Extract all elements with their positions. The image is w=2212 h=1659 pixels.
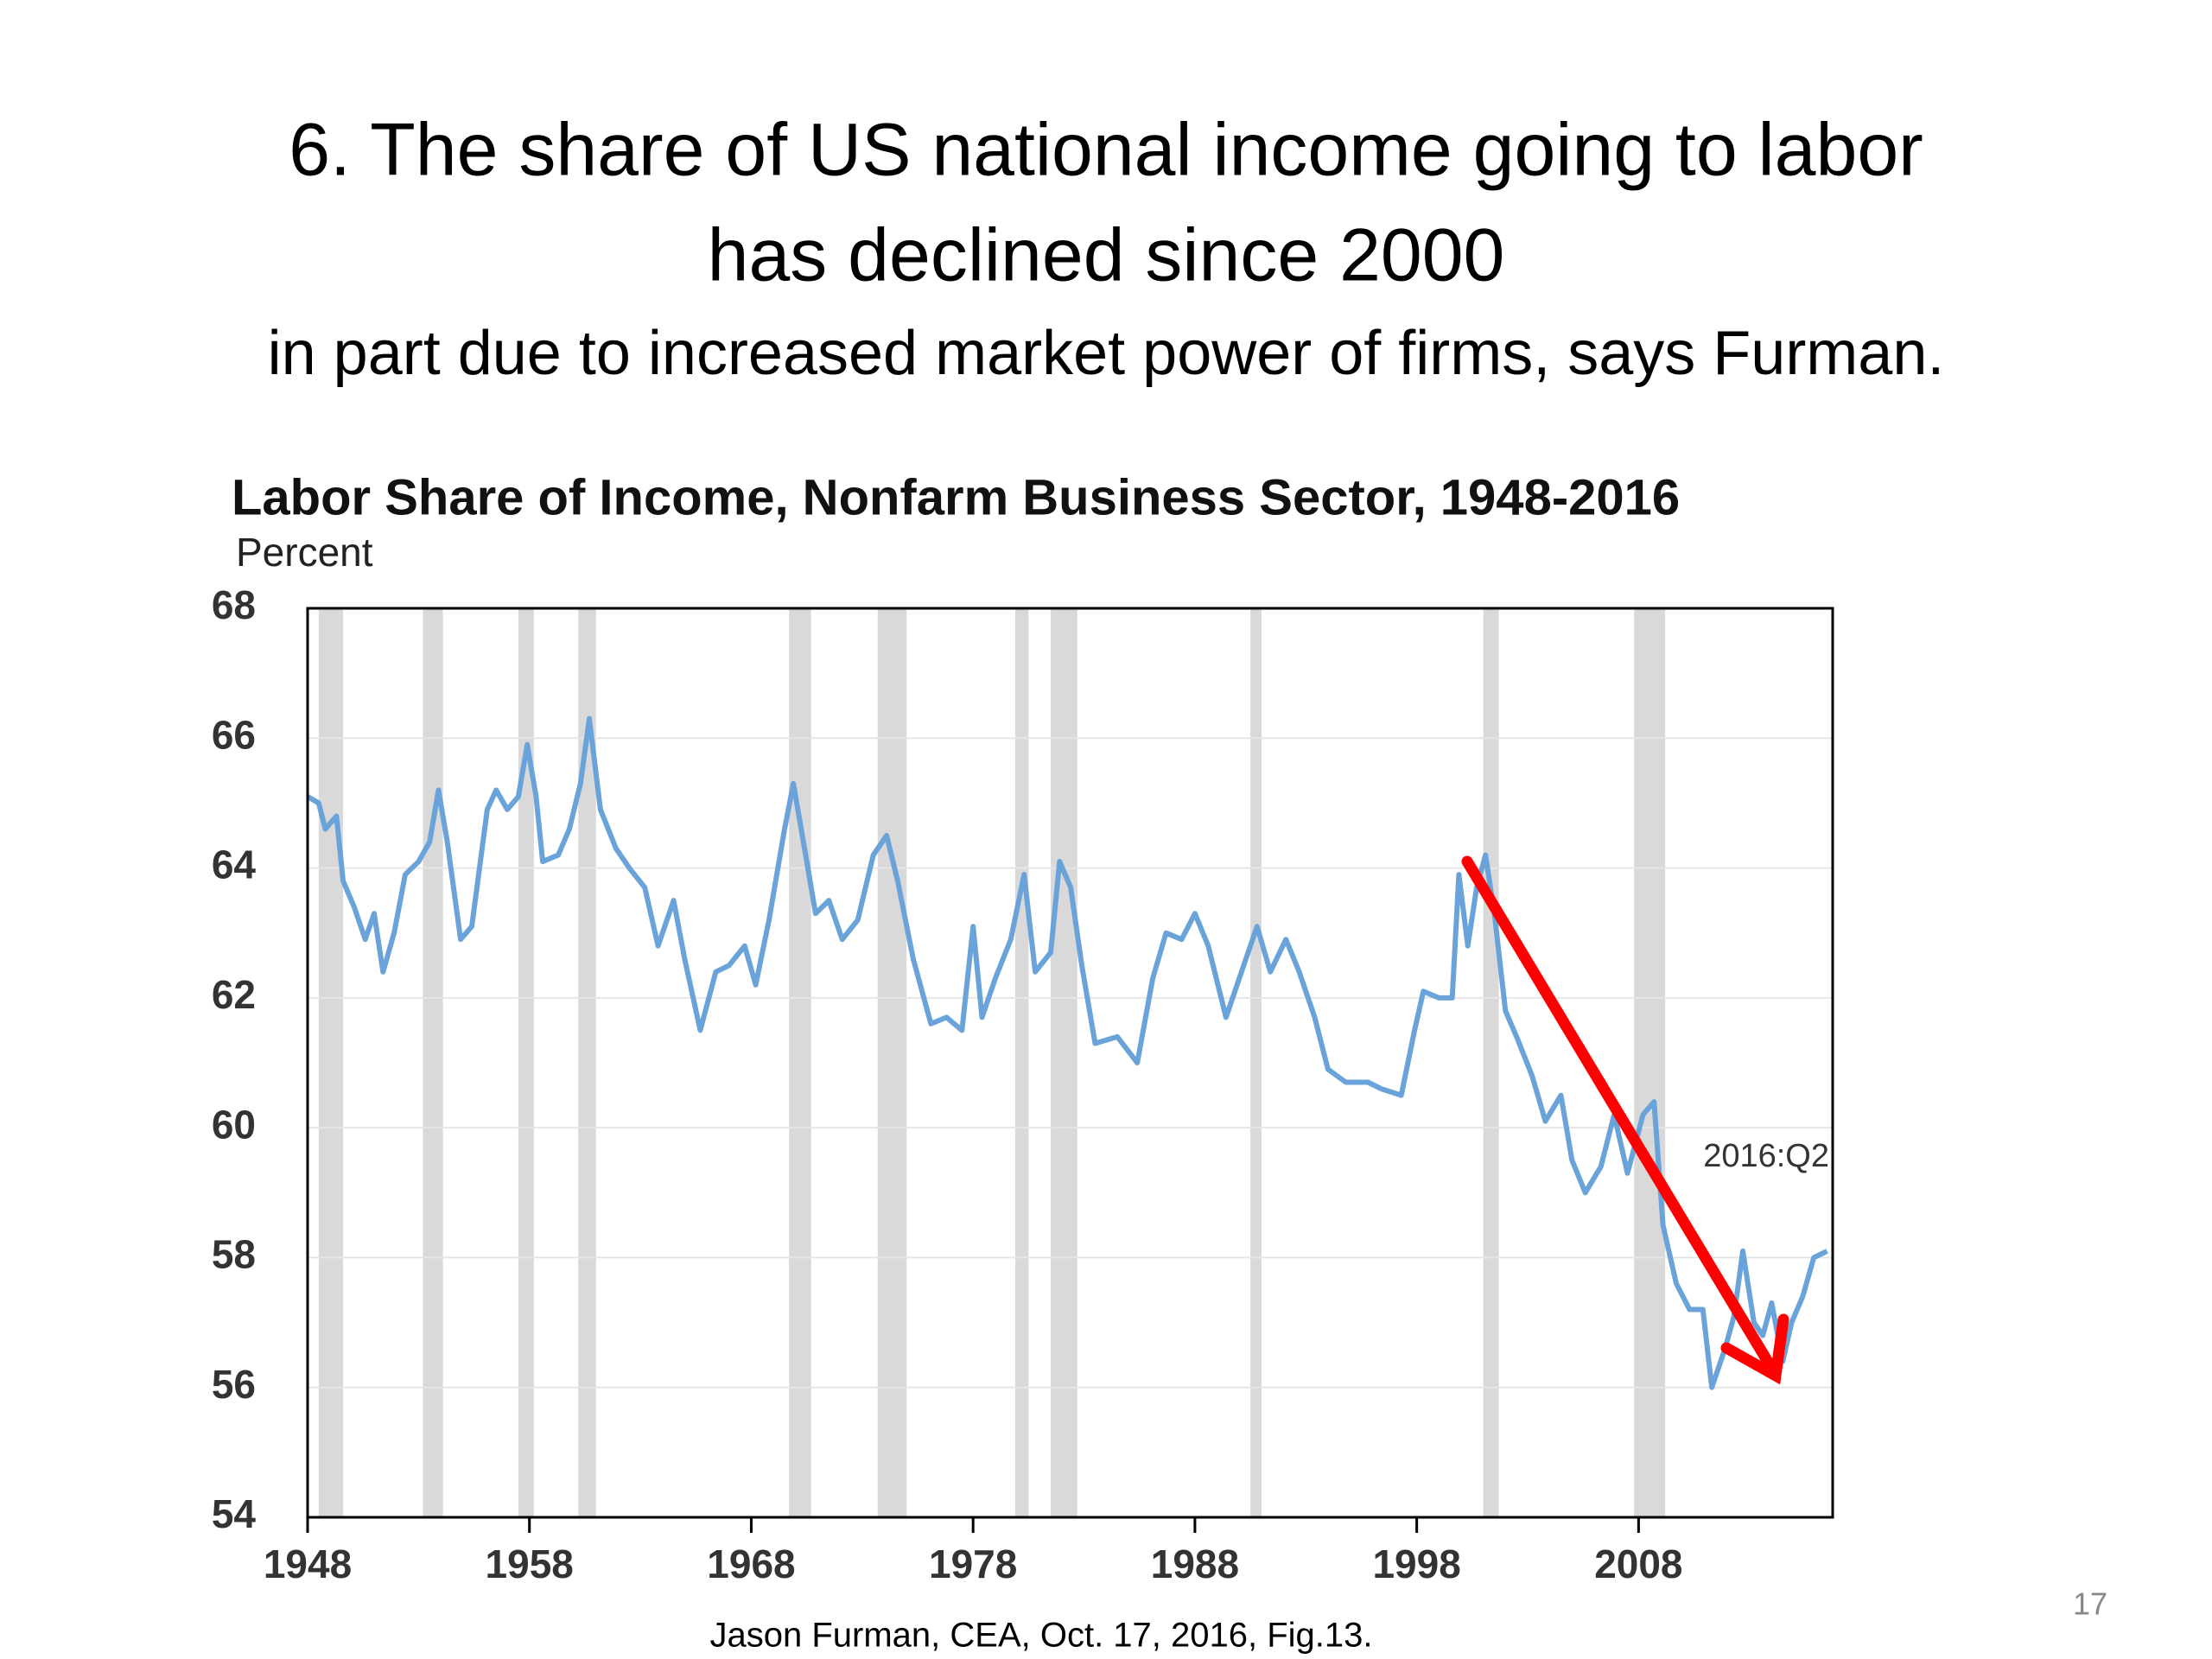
slide-title: 6. The share of US national income going… (289, 109, 1923, 192)
recession-band (578, 608, 596, 1517)
recession-band (423, 608, 443, 1517)
recession-band (1483, 608, 1499, 1517)
recession-band (877, 608, 907, 1517)
y-tick-label: 66 (212, 712, 256, 757)
y-tick-label: 56 (212, 1362, 256, 1407)
y-tick-label: 62 (212, 972, 256, 1017)
trend-arrow (1461, 855, 1779, 1376)
slide-title: has declined since 2000 (708, 214, 1505, 297)
chart-title: Labor Share of Income, Nonfarm Business … (232, 469, 1680, 525)
recession-band (1634, 608, 1666, 1517)
y-tick-label: 68 (212, 582, 256, 627)
y-tick-label: 64 (212, 842, 257, 887)
annotation: 2016:Q2 (1703, 1138, 1829, 1174)
recession-band (1051, 608, 1077, 1517)
trend-arrow-head (1720, 1313, 1789, 1385)
y-tick-label: 54 (212, 1491, 257, 1536)
recession-band (1014, 608, 1029, 1517)
x-tick-label: 1958 (486, 1541, 574, 1586)
x-tick-label: 1978 (929, 1541, 1017, 1586)
y-tick-label: 58 (212, 1232, 256, 1277)
x-tick-label: 1948 (264, 1541, 352, 1586)
page-number: 17 (2073, 1586, 2107, 1622)
recession-band (1250, 608, 1262, 1517)
x-tick-label: 1988 (1151, 1541, 1239, 1586)
x-tick-label: 1968 (707, 1541, 795, 1586)
recession-band (518, 608, 534, 1517)
plot-frame (306, 607, 1834, 1519)
source: Jason Furman, CEA, Oct. 17, 2016, Fig.13… (709, 1617, 1372, 1655)
x-tick-label: 1998 (1372, 1541, 1460, 1586)
data-line (306, 715, 1828, 1390)
y-axis-label: Percent (236, 530, 373, 575)
recession-band (318, 608, 344, 1517)
y-tick-label: 60 (212, 1102, 256, 1147)
slide-subtitle: in part due to increased market power of… (268, 319, 1945, 388)
x-tick-label: 2008 (1594, 1541, 1682, 1586)
recession-band (789, 608, 811, 1517)
